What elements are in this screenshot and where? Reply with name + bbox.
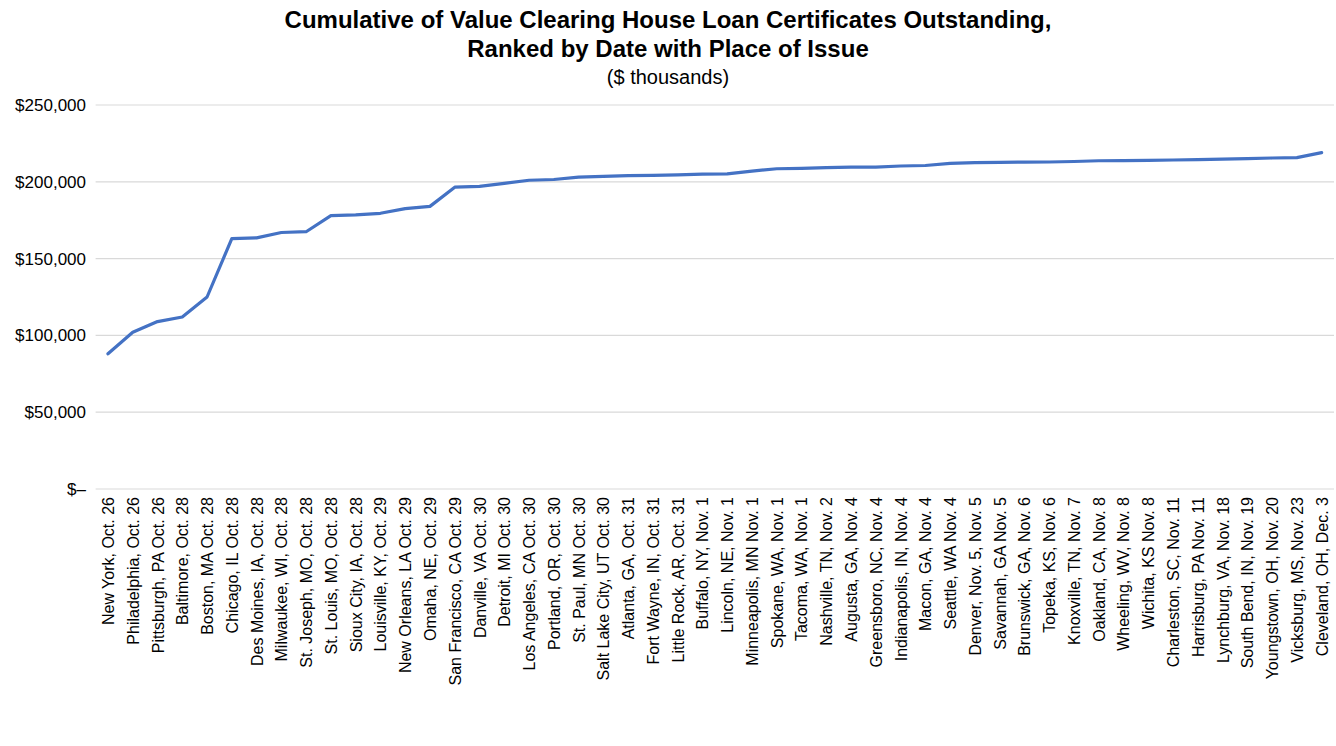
- x-tick-label: Detroit, MI Oct. 30: [496, 497, 513, 627]
- x-tick-label: Lincoln, NE, Nov. 1: [719, 497, 736, 633]
- x-tick-label: Salt Lake City, UT Oct. 30: [595, 497, 612, 681]
- x-tick-label: Wichita, KS Nov. 8: [1140, 497, 1157, 629]
- x-tick-label: Minneapolis, MN Nov. 1: [744, 497, 761, 666]
- grid-line: [96, 488, 1334, 489]
- title: Cumulative of Value Clearing House Loan …: [285, 6, 1052, 33]
- x-tick-label: Cleveland, OH, Dec. 3: [1314, 497, 1331, 656]
- grid-line: [96, 104, 1334, 105]
- x-tick-label: Philadelphia, Oct. 26: [125, 497, 142, 645]
- x-tick-label: Buffalo, NY, Nov. 1: [694, 497, 711, 630]
- x-tick-label: Chicago, IL Oct. 28: [224, 497, 241, 633]
- x-tick-label: Baltimore, Oct. 28: [174, 497, 191, 625]
- x-tick-label: Vicksburg, MS, Nov. 23: [1289, 497, 1306, 663]
- x-tick-label: New Orleans, LA Oct. 29: [397, 497, 414, 673]
- x-tick-label: Tacoma, WA, Nov. 1: [793, 497, 810, 641]
- x-tick-label: Boston, MA Oct. 28: [199, 497, 216, 635]
- x-tick-label: Topeka, KS, Nov. 6: [1041, 497, 1058, 633]
- grid-line: [96, 412, 1334, 413]
- x-tick-label: Nashville, TN, Nov. 2: [818, 497, 835, 646]
- subtitle: ($ thousands): [607, 66, 729, 88]
- grid-line: [96, 258, 1334, 259]
- x-tick-label: Fort Wayne, IN, Oct. 31: [645, 497, 662, 665]
- x-tick-label: Portland, OR, Oct. 30: [546, 497, 563, 650]
- x-tick-label: Greensboro, NC, Nov. 4: [868, 497, 885, 668]
- x-tick-label: Omaha, NE, Oct. 29: [422, 497, 439, 641]
- x-tick-label: Pittsburgh, PA Oct. 26: [150, 497, 167, 653]
- x-tick-label: Des Moines, IA, Oct. 28: [249, 497, 266, 666]
- chart: Cumulative of Value Clearing House Loan …: [0, 0, 1336, 746]
- grid-line: [96, 181, 1334, 182]
- x-tick-label: Savannah, GA Nov. 5: [992, 497, 1009, 650]
- x-tick-label: New York, Oct. 26: [100, 497, 117, 625]
- x-tick-label: Spokane, WA, Nov. 1: [769, 497, 786, 648]
- x-tick-label: Danville, VA Oct. 30: [472, 497, 489, 638]
- x-tick-label: Oakland, CA, Nov. 8: [1091, 497, 1108, 642]
- x-tick-label: South Bend, IN, Nov. 19: [1239, 497, 1256, 668]
- y-tick-label: $200,000: [15, 173, 86, 192]
- x-tick-label: Atlanta, GA, Oct. 31: [620, 497, 637, 639]
- series-group: [108, 153, 1322, 354]
- x-tick-label: St. Paul, MN Oct. 30: [571, 497, 588, 643]
- x-tick-label: San Francisco, CA Oct. 29: [447, 497, 464, 686]
- y-tick-label: $250,000: [15, 96, 86, 115]
- x-tick-label: Sioux City, IA, Oct. 28: [348, 497, 365, 652]
- x-tick-label: Indianapolis, IN, Nov. 4: [893, 497, 910, 661]
- x-tick-label: Milwaukee, WI, Oct. 28: [273, 497, 290, 662]
- x-tick-label: Denver, Nov. 5, Nov. 5: [967, 497, 984, 656]
- x-tick-label: Macon, GA, Nov. 4: [917, 497, 934, 631]
- grid: [96, 105, 1334, 489]
- x-tick-label: Little Rock, AR, Oct. 31: [670, 497, 687, 663]
- x-tick-label: Augusta, GA, Nov. 4: [843, 497, 860, 642]
- x-tick-label: Los Angeles, CA Oct. 30: [521, 497, 538, 671]
- x-tick-label: Wheeling, WV, Nov. 8: [1115, 497, 1132, 651]
- x-tick-label: St. Joseph, MO, Oct. 28: [298, 497, 315, 668]
- x-tick-label: Lynchburg, VA, Nov. 18: [1215, 497, 1232, 663]
- data-line: [108, 153, 1322, 354]
- x-tick-label: Seattle, WA Nov. 4: [942, 497, 959, 630]
- y-tick-label: $150,000: [15, 250, 86, 269]
- x-tick-label: Charleston, SC, Nov. 11: [1165, 497, 1182, 667]
- x-tick-label: Harrisburg, PA Nov. 11: [1190, 497, 1207, 657]
- y-tick-label: $50,000: [25, 403, 86, 422]
- x-tick-label: Youngstown, OH, Nov. 20: [1264, 497, 1281, 679]
- y-tick-label: $100,000: [15, 326, 86, 345]
- x-tick-label: Louisville, KY, Oct. 29: [372, 497, 389, 652]
- y-tick-label: $–: [67, 480, 86, 499]
- grid-line: [96, 335, 1334, 336]
- x-axis-labels: New York, Oct. 26 Philadelphia, Oct. 26 Pi…: [100, 497, 1331, 686]
- x-tick-label: Knoxville, TN, Nov. 7: [1066, 497, 1083, 645]
- x-tick-label: Brunswick, GA, Nov. 6: [1016, 497, 1033, 656]
- title-group: Cumulative of Value Clearing House Loan …: [285, 6, 1052, 62]
- x-tick-label: St. Louis, MO, Oct. 28: [323, 497, 340, 654]
- title: Ranked by Date with Place of Issue: [467, 35, 868, 62]
